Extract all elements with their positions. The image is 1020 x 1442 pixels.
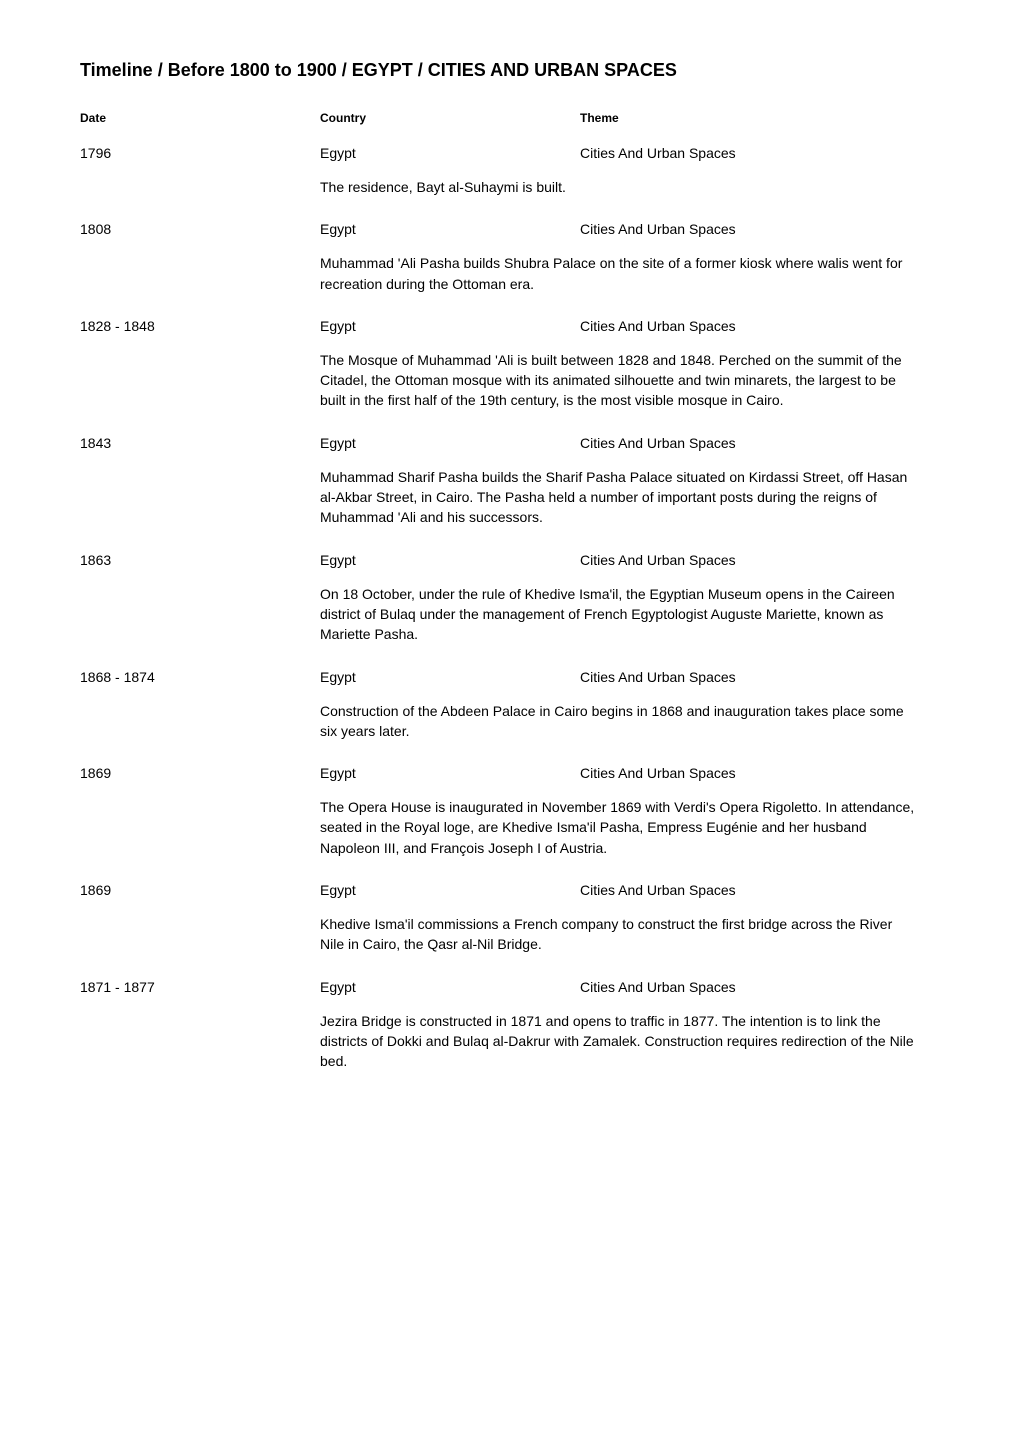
timeline-entry: 1796EgyptCities And Urban Spaces The resi…: [80, 145, 940, 197]
entry-description: Khedive Isma'il commissions a French com…: [320, 914, 920, 955]
timeline-entry: 1863EgyptCities And Urban Spaces On 18 Oc…: [80, 552, 940, 645]
entry-country: Egypt: [320, 979, 580, 995]
entry-row: 1843EgyptCities And Urban Spaces: [80, 435, 940, 451]
entry-theme: Cities And Urban Spaces: [580, 145, 940, 161]
entry-theme: Cities And Urban Spaces: [580, 765, 940, 781]
entry-row: 1868 - 1874EgyptCities And Urban Spaces: [80, 669, 940, 685]
timeline-entry: 1869EgyptCities And Urban Spaces The Oper…: [80, 765, 940, 858]
entry-date: 1868 - 1874: [80, 669, 320, 685]
entry-date: 1863: [80, 552, 320, 568]
entry-theme: Cities And Urban Spaces: [580, 979, 940, 995]
entry-country: Egypt: [320, 435, 580, 451]
entry-description: The Mosque of Muhammad 'Ali is built bet…: [320, 350, 920, 411]
entry-description: Jezira Bridge is constructed in 1871 and…: [320, 1011, 920, 1072]
timeline-entry: 1843EgyptCities And Urban Spaces Muhammad…: [80, 435, 940, 528]
entry-country: Egypt: [320, 318, 580, 334]
timeline-entry: 1808EgyptCities And Urban Spaces Muhammad…: [80, 221, 940, 294]
header-country: Country: [320, 111, 580, 125]
entry-date: 1796: [80, 145, 320, 161]
entry-country: Egypt: [320, 882, 580, 898]
entry-country: Egypt: [320, 765, 580, 781]
entry-row: 1828 - 1848EgyptCities And Urban Spaces: [80, 318, 940, 334]
entry-theme: Cities And Urban Spaces: [580, 435, 940, 451]
entry-theme: Cities And Urban Spaces: [580, 318, 940, 334]
timeline-entry: 1869EgyptCities And Urban Spaces Khedive …: [80, 882, 940, 955]
timeline-entry: 1871 - 1877EgyptCities And Urban Spaces J…: [80, 979, 940, 1072]
entry-theme: Cities And Urban Spaces: [580, 552, 940, 568]
timeline-entry: 1868 - 1874EgyptCities And Urban SpacesC…: [80, 669, 940, 742]
entry-description: Construction of the Abdeen Palace in Cai…: [320, 701, 920, 742]
table-header: Date Country Theme: [80, 111, 940, 125]
entry-row: 1863EgyptCities And Urban Spaces: [80, 552, 940, 568]
entry-date: 1828 - 1848: [80, 318, 320, 334]
page-title: Timeline / Before 1800 to 1900 / EGYPT /…: [80, 60, 940, 81]
entry-date: 1871 - 1877: [80, 979, 320, 995]
entry-row: 1869EgyptCities And Urban Spaces: [80, 882, 940, 898]
entry-description: On 18 October, under the rule of Khedive…: [320, 584, 920, 645]
header-theme: Theme: [580, 111, 940, 125]
entry-description: The Opera House is inaugurated in Novemb…: [320, 797, 920, 858]
entry-row: 1796EgyptCities And Urban Spaces: [80, 145, 940, 161]
entry-country: Egypt: [320, 669, 580, 685]
entries-container: 1796EgyptCities And Urban SpacesThe resi…: [80, 145, 940, 1072]
entry-theme: Cities And Urban Spaces: [580, 221, 940, 237]
entry-country: Egypt: [320, 552, 580, 568]
entry-country: Egypt: [320, 221, 580, 237]
header-date: Date: [80, 111, 320, 125]
entry-date: 1843: [80, 435, 320, 451]
entry-description: Muhammad Sharif Pasha builds the Sharif …: [320, 467, 920, 528]
entry-row: 1871 - 1877EgyptCities And Urban Spaces: [80, 979, 940, 995]
entry-row: 1869EgyptCities And Urban Spaces: [80, 765, 940, 781]
entry-description: Muhammad 'Ali Pasha builds Shubra Palace…: [320, 253, 920, 294]
entry-country: Egypt: [320, 145, 580, 161]
timeline-entry: 1828 - 1848EgyptCities And Urban Spaces T…: [80, 318, 940, 411]
entry-row: 1808EgyptCities And Urban Spaces: [80, 221, 940, 237]
entry-description: The residence, Bayt al-Suhaymi is built.: [320, 177, 920, 197]
entry-date: 1869: [80, 765, 320, 781]
entry-theme: Cities And Urban Spaces: [580, 669, 940, 685]
entry-date: 1869: [80, 882, 320, 898]
entry-theme: Cities And Urban Spaces: [580, 882, 940, 898]
entry-date: 1808: [80, 221, 320, 237]
